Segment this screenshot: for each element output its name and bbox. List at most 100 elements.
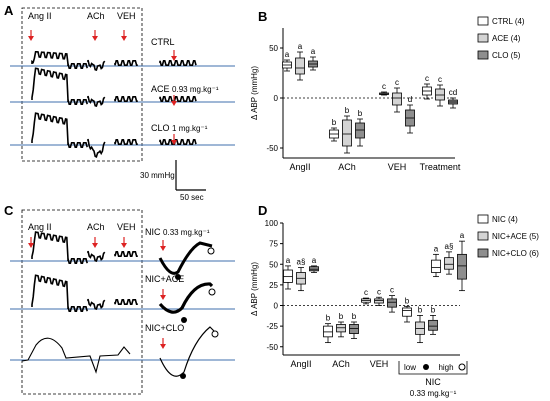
- chart-b-sig-letter-4-3: cd: [449, 88, 457, 97]
- panel-c-trace-3-nic: [159, 326, 215, 377]
- panel-a-arrow-angii-head: [28, 36, 34, 41]
- panel-a-stim-ach: ACh: [87, 11, 105, 21]
- chart-b-sig-letter-3-3: d: [408, 95, 412, 104]
- panel-c-arrow-nic-1-head: [160, 246, 166, 251]
- chart-b-legend-label-3: CLO (5): [492, 51, 521, 60]
- panel-c-trace-1-ach: [87, 250, 106, 262]
- chart-b-sig-letter-4-1: c: [425, 74, 429, 83]
- panel-c-trace-1-nic: [158, 241, 213, 275]
- panel-c-stimulus-box: [21, 209, 143, 395]
- panel-c-arrow-nic-3-head: [160, 344, 166, 349]
- chart-d-sig-letter-4-2: b: [418, 305, 423, 314]
- chart-b-sig-letter-1-1: a: [285, 50, 290, 59]
- chart-d-sig-letter-4-3: b: [431, 305, 436, 314]
- chart-d-ytick-label--25: -25: [266, 322, 278, 331]
- panel-c-arrow-ach-head: [92, 243, 98, 248]
- chart-d-sig-letter-3-3: c: [390, 286, 394, 295]
- panel-c-low-marker-3: [180, 373, 186, 379]
- chart-d-x-label-angii: AngII: [290, 359, 311, 369]
- panel-a-stim-veh: VEH: [117, 11, 136, 21]
- chart-d-sig-letter-2-2: b: [339, 312, 344, 321]
- chart-d-y-axis-label: Δ ABP (mmHg): [250, 262, 259, 316]
- chart-b-x-label-treatment: Treatment: [420, 162, 461, 172]
- chart-b-ace-box-4: [435, 88, 445, 101]
- panel-a-trace-1-label: CTRL: [151, 37, 175, 47]
- chart-b-legend-swatch-2: [477, 33, 489, 43]
- panel-c-trace-2-angii: [31, 274, 69, 308]
- chart-d-nic-clo-box-1: [309, 266, 319, 272]
- panel-c-trace-2-ach: [87, 298, 106, 310]
- chart-d-low-marker: [423, 364, 429, 370]
- chart-d-nic-ace-box-2: [336, 324, 346, 333]
- chart-b-legend-label-2: ACE (4): [492, 34, 521, 43]
- panel-c-trace-2-veh: [114, 299, 138, 305]
- panel-a-trace-3-label: CLO 1 mg.kg⁻¹: [151, 123, 208, 133]
- chart-b-ytick-label-50: 50: [269, 44, 278, 53]
- panel-c-trace-2-label: NIC+ACE: [145, 274, 184, 284]
- chart-d-x-sublabel-dose: 0.33 mg.kg⁻¹: [410, 389, 457, 398]
- chart-b-legend-label-1: CTRL (4): [492, 17, 525, 26]
- chart-d-x-sublabel-high: high: [438, 363, 453, 372]
- panel-a-trace-1-treatment: [159, 60, 197, 66]
- panel-c-high-marker-3: [211, 330, 219, 338]
- panel-a-stimulus-box: [21, 7, 143, 162]
- panel-c-trace-3-stim: [21, 337, 131, 374]
- chart-d-sig-letter-5-3: a: [460, 231, 465, 240]
- chart-d-legend-label-2: NIC+ACE (5): [492, 232, 539, 241]
- chart-b-sig-letter-2-2: b: [345, 106, 350, 115]
- chart-d-x-label-nic: NIC: [425, 377, 441, 387]
- panel-c-trace-1-gap: [67, 258, 88, 264]
- chart-d-ytick-label--50: -50: [266, 343, 278, 352]
- chart-b-x-label-angii: AngII: [289, 162, 310, 172]
- panel-c: C Ang II ACh VEH NIC 0.33 mg.kg⁻¹ NIC+AC…: [4, 203, 235, 395]
- chart-d-nic-ace-box-5: [444, 257, 454, 270]
- panel-c-high-marker-2: [208, 288, 216, 296]
- chart-d-nic-box-2: [323, 325, 333, 338]
- chart-d-nic-clo-box-3: [387, 298, 397, 308]
- chart-d-ytick-label-25: 25: [269, 281, 278, 290]
- panel-c-arrow-veh-head: [121, 243, 127, 248]
- chart-d-sig-letter-3-2: c: [377, 287, 381, 296]
- panel-c-trace-2-gap: [67, 306, 88, 312]
- chart-b-legend-swatch-1: [477, 16, 489, 26]
- panel-a-arrow-veh-head: [121, 36, 127, 41]
- chart-d-sig-letter-1-2: a§: [297, 258, 306, 267]
- chart-d-sig-letter-5-2: a§: [445, 242, 454, 251]
- chart-b-clo-box-2: [355, 122, 365, 139]
- chart-b-ace-box-3: [392, 92, 402, 106]
- panel-a-trace-3-ach: [87, 138, 106, 159]
- panel-b-letter: B: [258, 9, 267, 24]
- chart-d-x-label-veh: VEH: [370, 359, 389, 369]
- chart-d-sig-letter-2-1: b: [326, 314, 331, 323]
- panel-a-trace-1-ach: [87, 59, 106, 71]
- panel-a-arrow-trt-2-head: [171, 101, 177, 106]
- panel-c-arrow-angii-head: [28, 243, 34, 248]
- panel-a-stim-angii: Ang II: [28, 11, 52, 21]
- chart-d-nic-clo-box-5: [457, 253, 467, 280]
- chart-d-ytick-label-50: 50: [269, 260, 278, 269]
- chart-b-ace-box-1: [295, 57, 305, 75]
- chart-d-ytick-label-75: 75: [269, 240, 278, 249]
- chart-b-ytick-label-0: 0: [274, 94, 279, 103]
- panel-c-letter: C: [4, 203, 14, 218]
- chart-d-nic-box-1: [283, 269, 293, 283]
- chart-b-sig-letter-3-2: c: [395, 78, 399, 87]
- panel-a: A Ang II ACh VEH CTRL ACE 0.93 mg.kg⁻¹ C…: [4, 3, 235, 202]
- panel-a-trace-1-angii: [31, 51, 69, 65]
- panel-c-trace-1-veh: [114, 251, 138, 257]
- chart-d-sig-letter-5-1: a: [434, 244, 439, 253]
- chart-d-sig-letter-2-3: b: [352, 312, 357, 321]
- chart-d-x-label-ach: ACh: [332, 359, 350, 369]
- chart-d-legend-swatch-1: [477, 214, 489, 224]
- panel-a-trace-1-gap: [67, 63, 88, 69]
- chart-d-sig-letter-3-1: c: [364, 288, 368, 297]
- panel-c-stim-veh: VEH: [117, 222, 136, 232]
- panel-a-traces: [10, 30, 235, 159]
- panel-a-trace-2-veh: [114, 96, 138, 102]
- chart-b-x-label-ach: ACh: [338, 162, 356, 172]
- panel-a-trace-3-veh: [114, 139, 138, 145]
- chart-b-y-axis-label: Δ ABP (mmHg): [250, 66, 259, 120]
- panel-c-trace-1-angii: [31, 231, 69, 260]
